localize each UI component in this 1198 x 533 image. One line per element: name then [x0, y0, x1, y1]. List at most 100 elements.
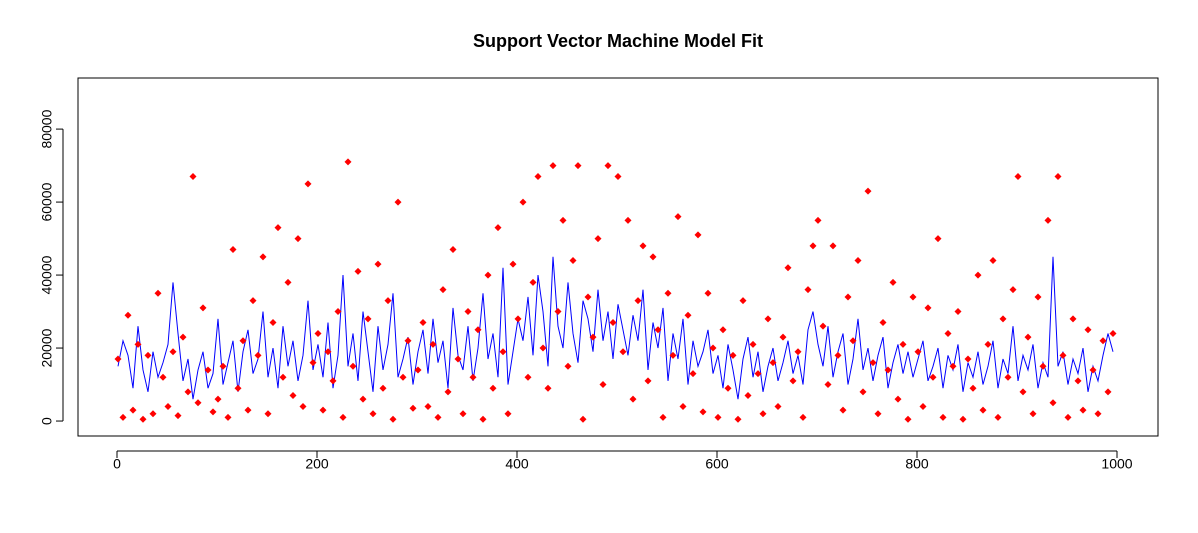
data-point — [349, 362, 357, 370]
data-point — [189, 173, 197, 181]
data-point — [664, 289, 672, 297]
data-point — [624, 216, 632, 224]
data-point — [504, 410, 512, 418]
data-point — [659, 413, 667, 421]
data-point — [494, 224, 502, 232]
data-point — [344, 158, 352, 166]
chart-title: Support Vector Machine Model Fit — [473, 31, 763, 51]
data-point — [709, 344, 717, 352]
data-point — [514, 315, 522, 323]
data-point — [604, 162, 612, 170]
data-point — [899, 340, 907, 348]
data-point — [219, 362, 227, 370]
data-point — [644, 377, 652, 385]
data-point — [229, 246, 237, 254]
data-point — [724, 384, 732, 392]
data-point — [259, 253, 267, 261]
plot-frame — [77, 77, 1159, 437]
data-point — [194, 399, 202, 407]
data-point — [234, 384, 242, 392]
data-point — [839, 406, 847, 414]
data-point — [384, 297, 392, 305]
data-point — [1024, 333, 1032, 341]
data-point — [609, 319, 617, 327]
data-point — [1054, 173, 1062, 181]
data-point — [1039, 362, 1047, 370]
data-point — [1074, 377, 1082, 385]
data-point — [949, 362, 957, 370]
data-point — [629, 395, 637, 403]
data-point — [794, 348, 802, 356]
data-point — [459, 410, 467, 418]
data-point — [204, 366, 212, 374]
data-point — [779, 333, 787, 341]
data-point — [134, 340, 142, 348]
data-point — [519, 198, 527, 206]
data-point — [499, 348, 507, 356]
data-point — [319, 406, 327, 414]
data-point — [639, 242, 647, 250]
data-point — [174, 412, 182, 420]
data-point — [979, 406, 987, 414]
data-point — [909, 293, 917, 301]
data-point — [439, 286, 447, 294]
data-point — [829, 242, 837, 250]
data-point — [994, 413, 1002, 421]
data-point — [559, 216, 567, 224]
data-point — [614, 173, 622, 181]
data-point — [199, 304, 207, 312]
data-point — [419, 319, 427, 327]
data-point — [749, 340, 757, 348]
data-point — [314, 329, 322, 337]
data-point — [834, 351, 842, 359]
data-point — [769, 359, 777, 367]
data-point — [824, 381, 832, 389]
data-point — [554, 308, 562, 316]
data-point — [869, 359, 877, 367]
data-point — [854, 256, 862, 264]
data-point — [849, 337, 857, 345]
data-point — [1029, 410, 1037, 418]
data-point — [374, 260, 382, 268]
data-point — [679, 402, 687, 410]
data-point — [844, 293, 852, 301]
data-point — [294, 235, 302, 243]
x-tick-label: 0 — [113, 456, 121, 472]
data-point — [1109, 329, 1117, 337]
data-point — [254, 351, 262, 359]
data-point — [789, 377, 797, 385]
data-point — [184, 388, 192, 396]
data-point — [209, 408, 217, 416]
data-point — [169, 348, 177, 356]
data-point — [984, 340, 992, 348]
data-point — [939, 413, 947, 421]
data-point — [814, 216, 822, 224]
data-point — [139, 415, 147, 423]
data-point — [989, 256, 997, 264]
data-point — [959, 415, 967, 423]
data-point — [424, 402, 432, 410]
data-point — [1034, 293, 1042, 301]
data-point — [144, 351, 152, 359]
data-point — [894, 395, 902, 403]
data-point — [534, 173, 542, 181]
data-point — [149, 410, 157, 418]
data-point — [1009, 286, 1017, 294]
data-point — [929, 373, 937, 381]
data-point — [694, 231, 702, 239]
data-point — [304, 180, 312, 188]
data-point — [239, 337, 247, 345]
data-point — [1099, 337, 1107, 345]
data-point — [444, 388, 452, 396]
fit-line — [117, 256, 1114, 400]
data-point — [1059, 351, 1067, 359]
data-point — [969, 384, 977, 392]
data-point — [249, 297, 257, 305]
data-point — [154, 289, 162, 297]
data-point — [759, 410, 767, 418]
data-point — [1079, 406, 1087, 414]
data-point — [279, 373, 287, 381]
x-tick-label: 200 — [305, 456, 329, 472]
data-point — [699, 408, 707, 416]
data-point — [859, 388, 867, 396]
